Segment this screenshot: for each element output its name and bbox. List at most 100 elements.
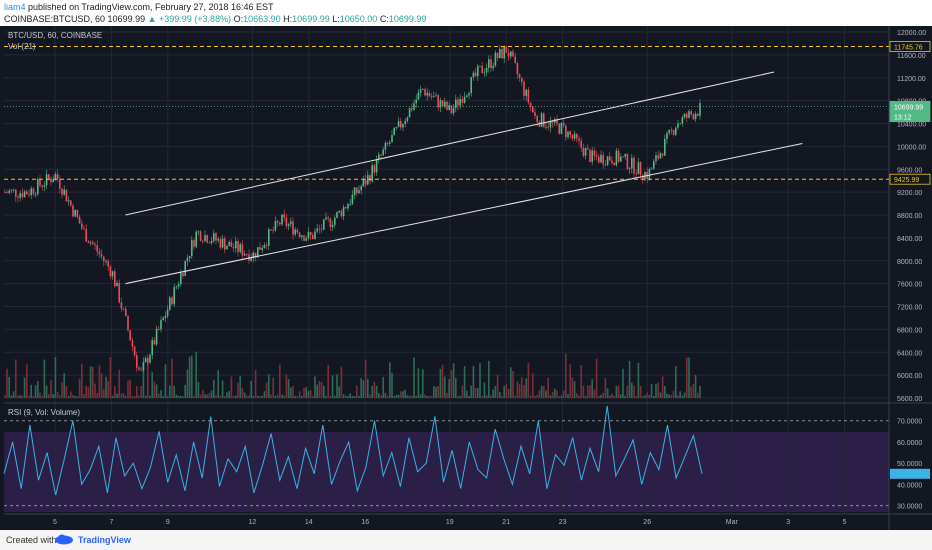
volume-bar-77 (173, 385, 175, 398)
candle-body-5 (15, 189, 17, 197)
candle-body-291 (644, 171, 646, 179)
volume-bar-185 (411, 395, 413, 398)
candle-body-177 (393, 127, 395, 136)
price-label-text-2: 13:12 (894, 115, 912, 122)
tradingview-brand[interactable]: TradingView (78, 535, 131, 545)
author-link[interactable]: liam4 (4, 2, 26, 12)
volume-bar-37 (85, 385, 87, 398)
volume-bar-159 (353, 395, 356, 398)
volume-bar-65 (147, 360, 149, 398)
candle-body-275 (609, 156, 611, 161)
volume-bar-156 (347, 396, 349, 398)
volume-bar-286 (633, 385, 635, 398)
candle-body-74 (166, 309, 169, 317)
volume-bar-108 (241, 387, 244, 398)
candle-body-212 (470, 77, 472, 94)
candle-body-98 (219, 239, 222, 248)
candle-body-2 (8, 190, 10, 193)
volume-bar-5 (15, 359, 17, 398)
volume-bar-198 (439, 368, 442, 398)
candle-body-156 (347, 204, 349, 209)
volume-bar-68 (153, 381, 156, 398)
candle-body-240 (532, 106, 534, 113)
volume-bar-101 (226, 392, 228, 398)
candle-body-170 (378, 154, 380, 160)
volume-bar-192 (426, 395, 428, 398)
candle-body-281 (622, 156, 624, 158)
volume-bar-215 (477, 388, 479, 398)
volume-bar-257 (569, 364, 571, 398)
candle-body-307 (679, 123, 681, 125)
candle-body-203 (450, 105, 453, 114)
candle-body-103 (230, 241, 233, 248)
volume-bar-194 (430, 395, 433, 398)
candle-body-95 (213, 233, 215, 241)
price-chart[interactable]: 12000.0011600.0011200.0010800.0010400.00… (0, 26, 932, 530)
candle-body-205 (455, 99, 457, 109)
candle-body-73 (164, 316, 167, 319)
time-tick-label-7: 21 (502, 519, 510, 526)
volume-bar-285 (631, 382, 633, 398)
volume-bar-80 (180, 395, 182, 398)
candle-body-152 (338, 210, 340, 213)
candle-body-288 (637, 162, 640, 175)
volume-bar-132 (294, 395, 296, 398)
volume-bar-66 (149, 395, 151, 398)
volume-bar-95 (213, 379, 215, 398)
candle-body-173 (384, 142, 387, 150)
channel-line-1 (125, 143, 803, 285)
candle-body-142 (316, 228, 318, 232)
volume-bar-147 (327, 364, 329, 398)
volume-bar-120 (268, 374, 270, 398)
volume-bars (4, 351, 701, 398)
volume-bar-229 (507, 388, 510, 398)
candle-body-165 (367, 175, 369, 185)
candle-body-54 (122, 308, 125, 310)
volume-bar-226 (501, 395, 503, 398)
price-label-text-1: 10699.99 (894, 104, 923, 111)
candle-body-120 (268, 229, 270, 246)
volume-bar-79 (177, 395, 180, 398)
volume-bar-253 (560, 395, 563, 398)
volume-bar-289 (639, 385, 642, 398)
volume-bar-81 (182, 396, 184, 398)
candle-body-139 (309, 232, 312, 236)
candle-body-192 (426, 92, 428, 96)
candle-body-46 (105, 261, 107, 262)
close-value: 10699.99 (388, 14, 427, 24)
volume-bar-190 (422, 369, 424, 398)
candle-body-182 (404, 120, 406, 124)
candle-body-171 (380, 154, 382, 156)
candle-body-254 (562, 122, 565, 126)
open-label: O: (233, 14, 244, 24)
volume-bar-307 (679, 391, 681, 398)
candle-body-13 (32, 188, 35, 195)
volume-bar-287 (635, 395, 637, 398)
publish-line: liam4 published on TradingView.com, Febr… (4, 2, 274, 12)
volume-bar-176 (391, 372, 393, 398)
volume-bar-53 (120, 393, 123, 398)
candle-body-47 (107, 261, 109, 267)
time-tick-label-2: 9 (166, 519, 170, 526)
candle-body-150 (334, 217, 336, 225)
candle-body-189 (419, 89, 422, 93)
volume-bar-39 (89, 366, 92, 398)
candle-body-7 (19, 193, 21, 198)
candle-body-157 (349, 203, 351, 205)
volume-bar-193 (428, 395, 431, 398)
candle-body-127 (283, 214, 285, 218)
volume-bar-142 (316, 384, 318, 398)
candle-body-60 (136, 355, 138, 368)
candle-body-6 (17, 196, 19, 198)
candle-body-204 (452, 108, 455, 114)
volume-bar-206 (457, 395, 459, 398)
candle-body-8 (21, 193, 24, 198)
grid (4, 26, 889, 514)
candle-body-199 (441, 100, 444, 107)
candle-body-96 (215, 233, 217, 241)
volume-bar-96 (215, 395, 217, 398)
volume-bar-143 (318, 381, 321, 398)
price-tick-label-1: 11600.00 (897, 53, 926, 60)
volume-bar-237 (525, 378, 527, 398)
candle-body-111 (248, 254, 250, 261)
